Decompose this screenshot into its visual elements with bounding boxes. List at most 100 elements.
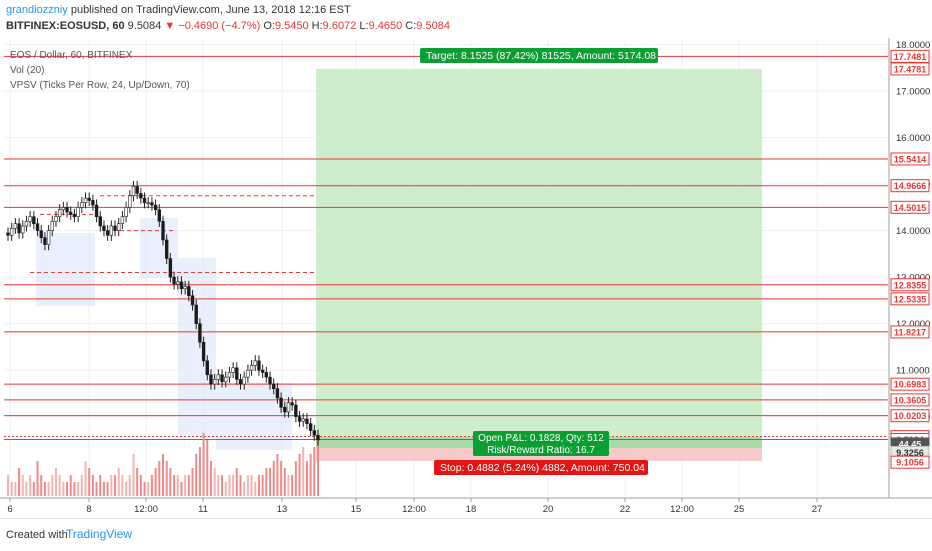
volume-bar [257,475,260,496]
volume-bar [95,482,98,496]
volume-bar [62,482,65,496]
volume-bar [317,440,319,496]
volume-bar [176,475,179,496]
candle-body [105,230,110,236]
volume-bar [243,482,246,496]
candle-body [305,418,309,424]
volume-bar [69,475,72,496]
axis-badge-label: 10.6983 [894,380,927,390]
candle-body [220,374,224,383]
candle-body [183,286,187,290]
volume-bar [29,475,32,496]
candle-body [87,197,91,201]
stop-label-box[interactable] [434,460,648,475]
position-zones [36,68,762,461]
volume-bar [291,475,294,496]
axis-badge [890,393,930,407]
price-axis[interactable]: 18.000017.000016.000015.000014.000013.00… [888,38,930,498]
volume-bar [261,475,264,496]
candle-body [102,225,106,231]
volume-bar [265,468,268,496]
volume-bar [305,461,308,496]
axis-badge-label: 10.0203 [894,411,927,421]
volume-bar [232,475,235,496]
pnl-label: Open P&L: 0.1828, Qty: 512 [478,433,604,444]
y-tick-label: 14.0000 [896,226,930,237]
volume-bar [51,475,54,496]
change-value: −0.4690 (−4.7%) [178,20,261,32]
high-value: 9.6072 [322,20,357,32]
stop-label: Stop: 0.4882 (5.24%) 4882, Amount: 750.0… [440,462,645,474]
volume-bar [180,482,183,496]
volume-bar [283,468,286,496]
volume-bar [73,482,76,496]
volume-bar [313,447,316,496]
axis-badge [890,62,930,76]
volume-bar [88,468,91,496]
x-tick-label: 13 [277,504,288,515]
close-value: 9.5084 [416,20,450,32]
volume-bar [224,482,227,496]
target-label-box[interactable] [420,48,658,63]
volume-bar [139,475,142,496]
volume-bar [213,468,216,496]
y-tick-label: 18.0000 [896,40,930,51]
symbol-label: BITFINEX:EOSUSD, 60 [6,20,125,32]
footer: Created with TradingView [0,518,932,551]
axis-badge-label: 9.1056 [896,458,924,468]
candle-body [275,388,280,399]
publisher-link[interactable]: grandiozzniy [6,4,68,16]
target-label: Target: 8.1525 (87.42%) 81525, Amount: 5… [426,50,656,62]
candle-body [316,434,320,441]
volume-bar [309,454,312,496]
candle-body [179,281,184,290]
volume-bar [221,475,224,496]
candle-body [246,369,250,378]
candle-body [146,202,150,205]
tradingview-logo[interactable]: TradingView [66,527,133,541]
candle-body [46,230,51,245]
price-chart[interactable]: Target: 8.1525 (87.42%) 81525, Amount: 5… [0,38,932,518]
candle-body [32,216,36,224]
volume-bar [158,461,161,496]
candle-body [135,186,139,194]
candle-body [76,207,80,217]
volume-bar [150,475,153,496]
candle-body [164,239,169,259]
axis-badge [890,278,930,292]
close-label: C: [405,20,417,32]
volume-bar [294,461,297,496]
position-labels: Target: 8.1525 (87.42%) 81525, Amount: 5… [420,48,658,475]
candle-body [39,230,43,238]
axis-badge-label: 14.5015 [894,203,927,213]
high-label: H: [311,20,323,32]
axis-badge [890,292,930,306]
open-value: 9.5450 [274,20,309,32]
volume-bar [280,461,283,496]
candle-body [124,207,128,217]
candle-body [50,221,54,231]
candle-body [57,209,62,217]
candle-body [297,416,302,422]
candle-body [91,200,95,206]
volume-bar [110,475,113,496]
candle-body [308,423,313,431]
candle-body [212,379,217,385]
candle-body [6,232,10,236]
created-with-text: Created with [6,529,68,541]
axis-badge [890,200,930,214]
volume-bar [202,433,205,496]
candle-body [21,225,25,234]
volume-bar [235,468,238,496]
volume-bar [276,454,279,496]
candle-body [279,397,283,408]
axis-badge-label: 11.8217 [894,327,926,337]
candle-body [249,365,254,371]
legend-vpsv: VPSV (Ticks Per Row, 24, Up/Down, 70) [10,80,190,91]
pnl-label-box[interactable] [473,431,609,456]
time-axis[interactable]: 6 8 12:00 11 13 15 12:00 18 20 22 12:00 25 27 [0,497,932,515]
candle-body [172,276,176,285]
x-tick-label: 12:00 [402,504,426,515]
candle-body [131,186,136,197]
volume-bar [165,461,168,496]
